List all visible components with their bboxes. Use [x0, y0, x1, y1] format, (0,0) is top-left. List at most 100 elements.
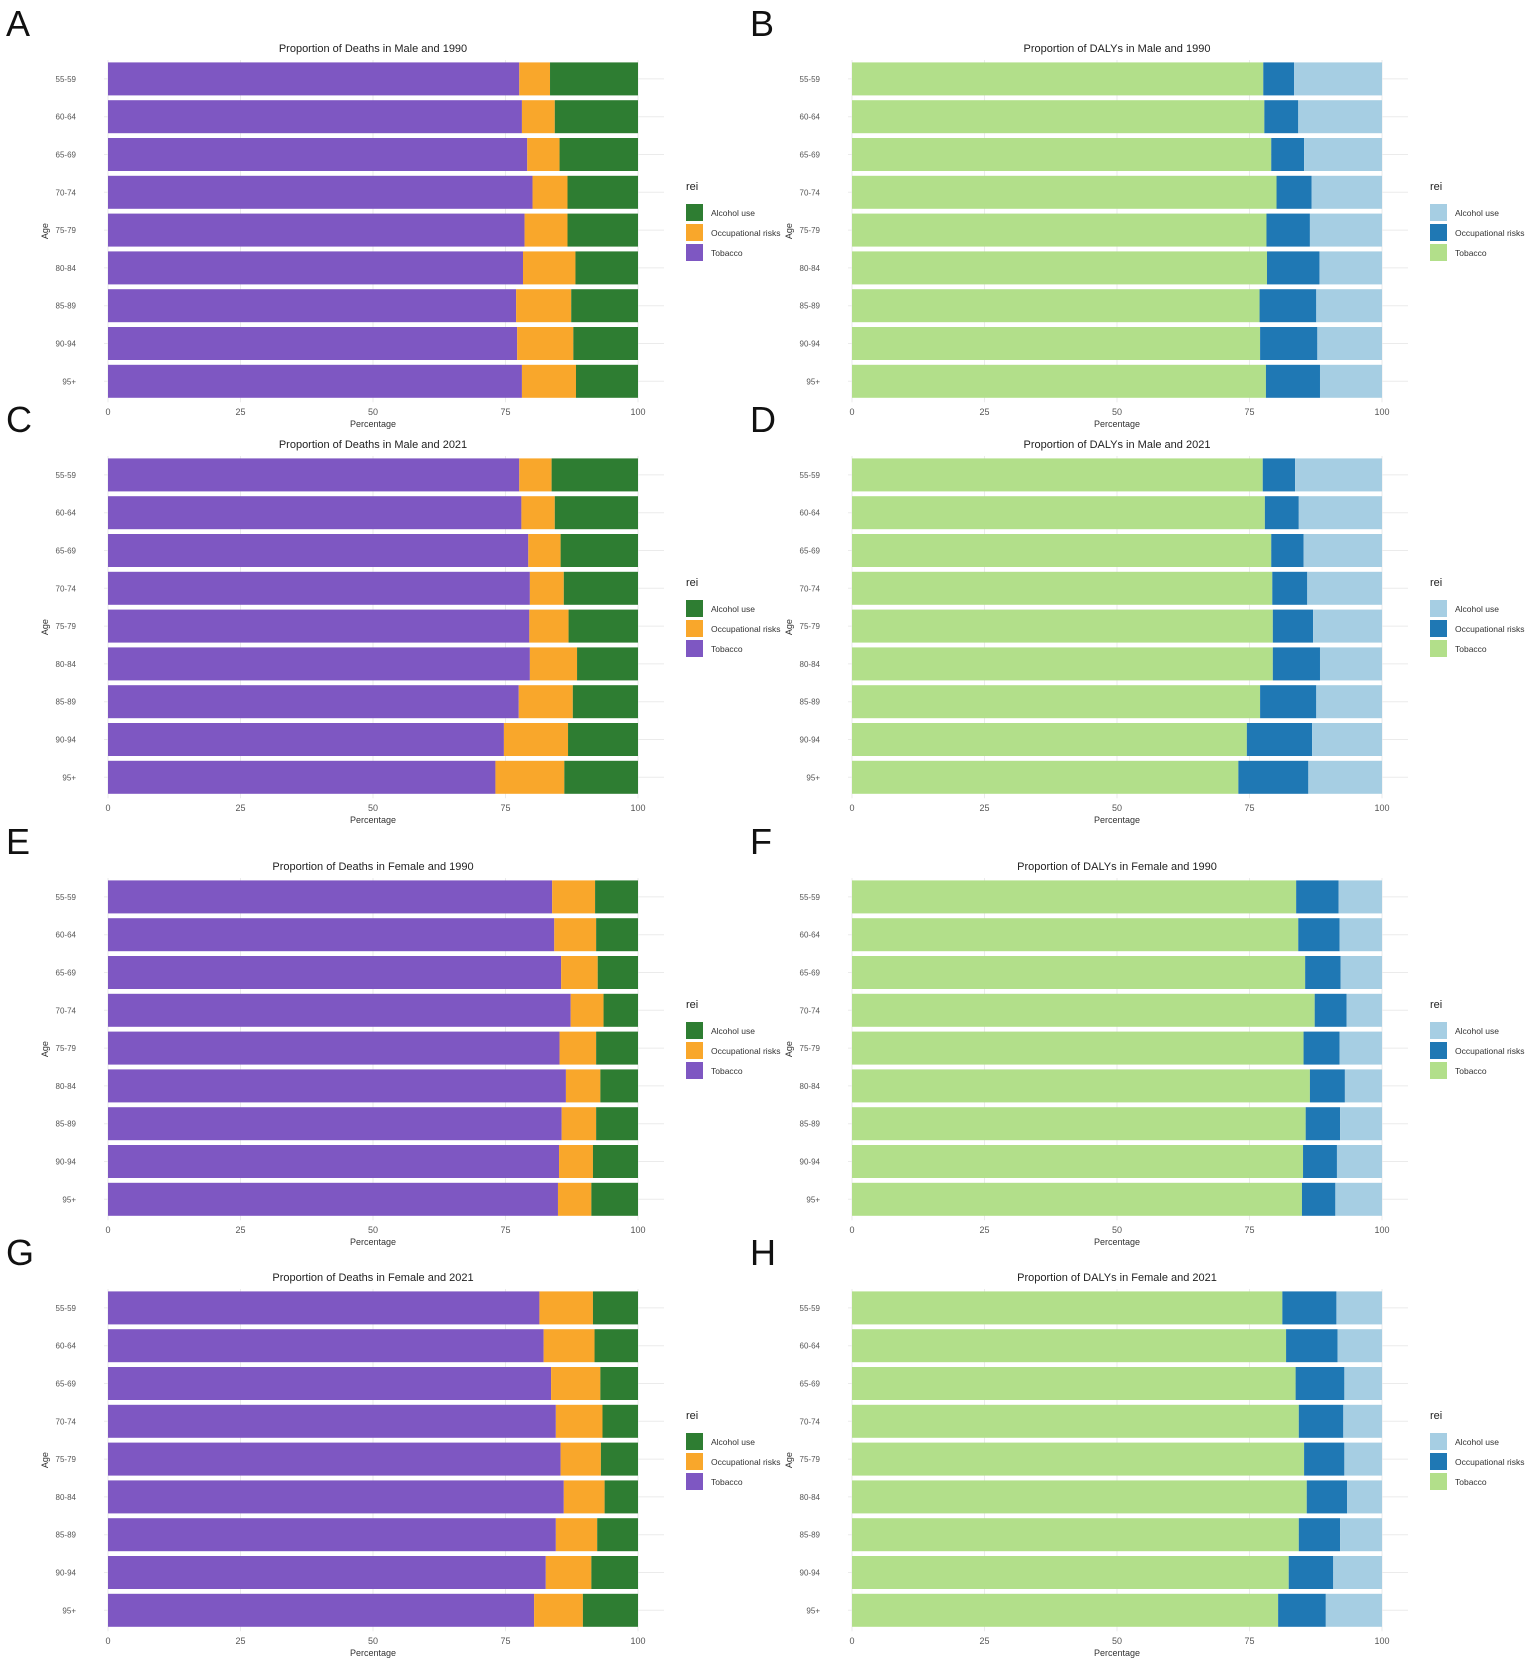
- bar-tobacco-75-79: [852, 1442, 1305, 1476]
- bar-alcohol-use-95+: [1319, 364, 1382, 398]
- x-tick-label: 100: [630, 1225, 645, 1235]
- legend-label: Alcohol use: [1455, 1437, 1499, 1447]
- bar-occupational-risks-95+: [534, 1593, 583, 1627]
- bar-occupational-risks-70-74: [532, 175, 568, 209]
- y-tick-label: 85-89: [56, 1120, 77, 1129]
- legend-label: Occupational risks: [1455, 1046, 1524, 1056]
- bar-alcohol-use-60-64: [554, 100, 638, 134]
- y-tick-label: 95+: [62, 773, 76, 782]
- bar-occupational-risks-95+: [1278, 1593, 1326, 1627]
- bar-alcohol-use-65-69: [1303, 534, 1382, 567]
- legend-label: Tobacco: [711, 248, 743, 258]
- bar-tobacco-80-84: [852, 1069, 1310, 1103]
- panel-letter: F: [750, 821, 772, 862]
- x-tick-label: 100: [1374, 407, 1389, 417]
- x-tick-label: 0: [849, 803, 854, 813]
- bar-tobacco-90-94: [108, 1556, 546, 1589]
- y-tick-label: 70-74: [56, 584, 77, 593]
- y-tick-label: 70-74: [800, 1417, 821, 1426]
- bar-tobacco-85-89: [852, 289, 1260, 323]
- bar-tobacco-90-94: [108, 1145, 560, 1178]
- bar-tobacco-80-84: [108, 251, 523, 285]
- bar-alcohol-use-60-64: [554, 496, 638, 530]
- bar-alcohol-use-85-89: [1340, 1518, 1382, 1552]
- bar-tobacco-75-79: [108, 609, 530, 643]
- legend-swatch-alcohol-use: [686, 1022, 703, 1039]
- bar-alcohol-use-75-79: [568, 609, 638, 643]
- bar-alcohol-use-60-64: [596, 918, 638, 952]
- x-tick-label: 75: [500, 1636, 510, 1646]
- bar-tobacco-80-84: [852, 1480, 1307, 1514]
- x-tick-label: 0: [105, 1636, 110, 1646]
- bar-alcohol-use-95+: [1308, 760, 1382, 794]
- bar-occupational-risks-75-79: [1304, 1442, 1345, 1476]
- y-tick-label: 80-84: [800, 660, 821, 669]
- y-tick-label: 80-84: [56, 1082, 77, 1091]
- bar-tobacco-60-64: [108, 918, 555, 952]
- bar-tobacco-70-74: [108, 993, 571, 1027]
- chart-title: Proportion of DALYs in Male and 1990: [1024, 43, 1211, 55]
- y-tick-label: 75-79: [800, 1044, 821, 1053]
- x-tick-label: 75: [1244, 407, 1254, 417]
- y-tick-label: 55-59: [800, 75, 821, 84]
- bar-alcohol-use-55-59: [550, 62, 638, 96]
- x-axis-title: Percentage: [350, 1237, 396, 1247]
- panel-letter: A: [6, 3, 30, 44]
- bar-occupational-risks-55-59: [519, 458, 552, 492]
- legend-title: rei: [686, 1410, 698, 1422]
- bar-occupational-risks-80-84: [1309, 1069, 1345, 1103]
- chart-panel-A: A Proportion of Deaths in Male and 1990 55…: [6, 3, 780, 429]
- bar-tobacco-60-64: [108, 496, 522, 530]
- bar-tobacco-90-94: [852, 327, 1261, 360]
- bar-alcohol-use-55-59: [1336, 1291, 1382, 1325]
- bar-alcohol-use-90-94: [591, 1556, 638, 1589]
- bar-tobacco-95+: [108, 1593, 535, 1627]
- y-tick-label: 80-84: [800, 1493, 821, 1502]
- legend-label: Alcohol use: [1455, 208, 1499, 218]
- legend-swatch-occupational-risks: [686, 620, 703, 637]
- x-tick-label: 0: [849, 1636, 854, 1646]
- legend-label: Occupational risks: [1455, 624, 1524, 634]
- y-tick-label: 90-94: [800, 1569, 821, 1578]
- chart-title: Proportion of DALYs in Female and 2021: [1017, 1272, 1217, 1284]
- bar-tobacco-85-89: [108, 1518, 556, 1552]
- x-tick-label: 25: [235, 1225, 245, 1235]
- bar-alcohol-use-70-74: [1307, 571, 1382, 605]
- bar-tobacco-90-94: [852, 1145, 1304, 1178]
- legend-swatch-occupational-risks: [1430, 1042, 1447, 1059]
- y-tick-label: 95+: [62, 377, 76, 386]
- bar-alcohol-use-90-94: [1336, 1145, 1382, 1178]
- x-tick-label: 25: [235, 803, 245, 813]
- y-tick-label: 55-59: [56, 1304, 77, 1313]
- x-tick-label: 50: [368, 1636, 378, 1646]
- bar-tobacco-90-94: [108, 327, 518, 360]
- y-axis-title: Age: [784, 223, 794, 239]
- bar-tobacco-65-69: [108, 1367, 552, 1400]
- x-tick-label: 0: [105, 803, 110, 813]
- bar-alcohol-use-55-59: [1295, 458, 1382, 492]
- bar-alcohol-use-60-64: [1337, 1329, 1382, 1363]
- legend-label: Alcohol use: [1455, 1026, 1499, 1036]
- y-tick-label: 85-89: [56, 1531, 77, 1540]
- y-tick-label: 70-74: [56, 1417, 77, 1426]
- y-axis-title: Age: [784, 619, 794, 635]
- bar-occupational-risks-95+: [557, 1182, 592, 1216]
- bar-tobacco-70-74: [108, 1404, 556, 1438]
- y-tick-label: 75-79: [56, 1455, 77, 1464]
- bar-tobacco-55-59: [108, 880, 553, 914]
- bar-occupational-risks-60-64: [1298, 918, 1340, 952]
- x-axis-title: Percentage: [350, 815, 396, 825]
- bar-alcohol-use-75-79: [600, 1442, 638, 1476]
- bar-alcohol-use-75-79: [596, 1031, 638, 1065]
- x-axis-title: Percentage: [1094, 1648, 1140, 1658]
- bar-occupational-risks-75-79: [1303, 1031, 1340, 1065]
- bar-occupational-risks-85-89: [1259, 289, 1317, 323]
- legend-swatch-alcohol-use: [1430, 204, 1447, 221]
- bar-alcohol-use-95+: [575, 364, 638, 398]
- legend-label: Alcohol use: [711, 1437, 755, 1447]
- bar-alcohol-use-65-69: [1340, 956, 1382, 989]
- x-tick-label: 25: [235, 407, 245, 417]
- y-tick-label: 75-79: [800, 622, 821, 631]
- bar-occupational-risks-75-79: [560, 1442, 601, 1476]
- bar-occupational-risks-55-59: [1296, 880, 1339, 914]
